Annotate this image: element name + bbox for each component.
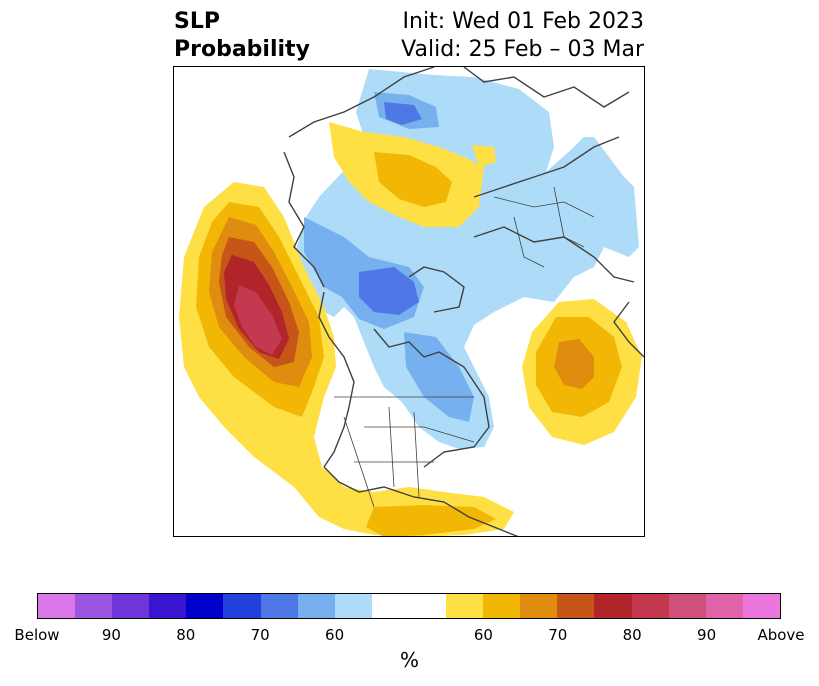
colorbar-segment: [594, 594, 632, 618]
warm-region-gulf: [366, 505, 496, 536]
colorbar-tick-label: 70: [250, 626, 270, 644]
colorbar-segment: [38, 594, 76, 618]
map-title: SLP Probability: [174, 8, 310, 64]
colorbar-segment: [260, 594, 298, 618]
init-date-label: Init: Wed 01 Feb 2023: [402, 9, 644, 34]
blue-region-arctic-core: [384, 102, 422, 125]
colorbar-segment: [408, 594, 447, 618]
colorbar-tick-label: 90: [101, 626, 121, 644]
colorbar-tick-label: Below: [14, 626, 60, 644]
blue-region-canada-core: [359, 267, 419, 315]
colorbar-segment: [223, 594, 261, 618]
probability-colorbar: [37, 593, 781, 619]
colorbar-tick-label: 90: [697, 626, 717, 644]
colorbar-tick-label: 60: [325, 626, 345, 644]
colorbar-tick-label: 80: [622, 626, 642, 644]
colorbar-segment: [742, 594, 780, 618]
colorbar-segment: [186, 594, 224, 618]
forecast-dates: Init: Wed 01 Feb 2023 Valid: 25 Feb – 03…: [401, 8, 644, 64]
colorbar-tick-label: 80: [176, 626, 196, 644]
borders: [334, 186, 595, 508]
warm-region-siberia-east: [472, 145, 496, 167]
title-line-1: SLP: [174, 9, 220, 34]
colorbar-tick-label: Above: [757, 626, 805, 644]
blue-region-atlantic: [569, 137, 639, 257]
probability-map: [173, 66, 645, 537]
colorbar-segment: [520, 594, 558, 618]
warm-region-pacific-core: [234, 285, 282, 355]
warm-region-atlantic-core: [554, 339, 594, 389]
colorbar-segment: [149, 594, 187, 618]
colorbar-segment: [334, 594, 372, 618]
colorbar-segment: [483, 594, 521, 618]
map-canvas: [179, 67, 644, 536]
above-normal-regions: [179, 122, 642, 536]
colorbar-tick-label: 70: [548, 626, 568, 644]
colorbar-segment: [631, 594, 669, 618]
colorbar-segment: [112, 594, 150, 618]
colorbar-segment: [705, 594, 743, 618]
colorbar-segment: [668, 594, 706, 618]
coastlines: [283, 67, 644, 536]
colorbar-tick-labels: Below 90 80 70 60 60 70 80 90 Above: [14, 626, 804, 646]
colorbar-segment: [446, 594, 484, 618]
colorbar-tick-label: 60: [473, 626, 493, 644]
colorbar-segment: [371, 594, 409, 618]
colorbar-segment: [297, 594, 335, 618]
warm-region-siberia-2: [374, 152, 452, 207]
colorbar-unit-label: %: [399, 648, 419, 672]
title-line-2: Probability: [174, 37, 310, 62]
valid-date-label: Valid: 25 Feb – 03 Mar: [401, 37, 644, 62]
colorbar-segment: [557, 594, 595, 618]
colorbar-segment: [75, 594, 113, 618]
